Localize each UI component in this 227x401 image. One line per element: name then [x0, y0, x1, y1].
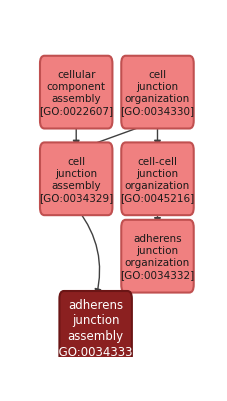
- Text: cell
junction
organization
[GO:0034330]: cell junction organization [GO:0034330]: [120, 70, 194, 116]
- Text: cell
junction
assembly
[GO:0034329]: cell junction assembly [GO:0034329]: [39, 156, 113, 202]
- FancyBboxPatch shape: [40, 143, 112, 216]
- FancyBboxPatch shape: [40, 57, 112, 129]
- FancyBboxPatch shape: [121, 143, 193, 216]
- FancyBboxPatch shape: [59, 291, 131, 364]
- Text: adherens
junction
assembly
[GO:0034333]: adherens junction assembly [GO:0034333]: [54, 298, 137, 357]
- FancyBboxPatch shape: [121, 57, 193, 129]
- Text: cellular
component
assembly
[GO:0022607]: cellular component assembly [GO:0022607]: [39, 70, 113, 116]
- Text: adherens
junction
organization
[GO:0034332]: adherens junction organization [GO:00343…: [120, 234, 194, 279]
- Text: cell-cell
junction
organization
[GO:0045216]: cell-cell junction organization [GO:0045…: [120, 156, 194, 202]
- FancyBboxPatch shape: [121, 220, 193, 293]
